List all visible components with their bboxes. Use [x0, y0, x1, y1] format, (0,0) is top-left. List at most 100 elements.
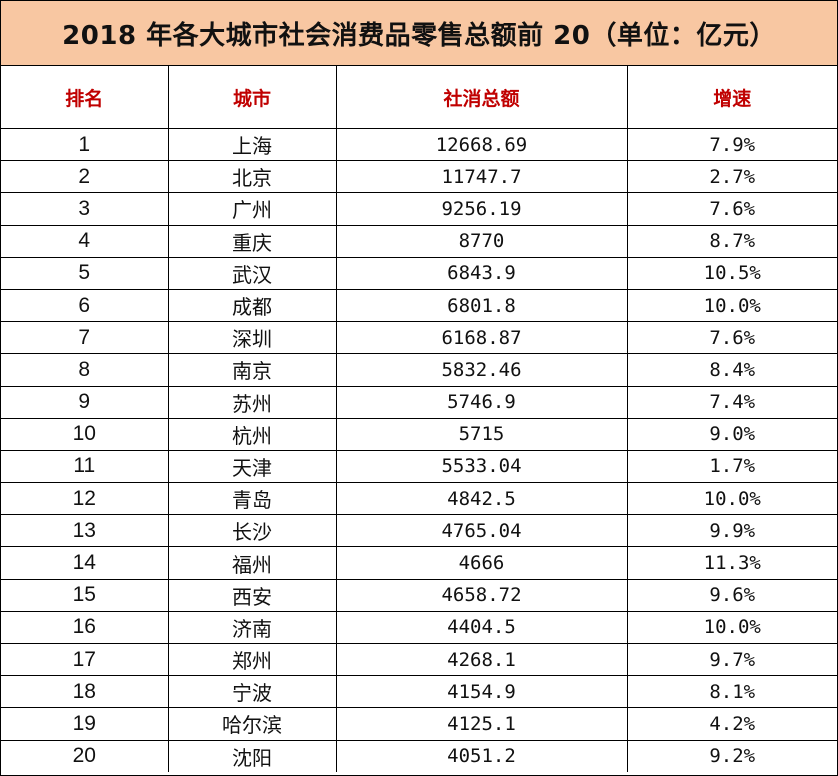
total-cell: 11747.7 — [335, 160, 628, 194]
total-cell: 6843.9 — [335, 256, 628, 290]
growth-cell: 7.6% — [626, 192, 837, 226]
growth-cell: 2.7% — [626, 160, 837, 194]
city-cell: 长沙 — [167, 514, 337, 548]
rank-cell: 18 — [1, 675, 169, 709]
table-row: 15 西安 4658.72 9.6% — [1, 578, 837, 612]
rank-cell: 6 — [1, 288, 169, 323]
table-row: 10 杭州 5715 9.0% — [1, 417, 837, 451]
city-cell: 宁波 — [167, 675, 337, 709]
rank-cell: 4 — [1, 224, 169, 258]
city-cell: 南京 — [167, 353, 337, 387]
city-cell: 重庆 — [167, 224, 337, 258]
header-city: 城市 — [167, 66, 337, 129]
growth-cell: 10.0% — [626, 482, 837, 516]
table-row: 12 青岛 4842.5 10.0% — [1, 482, 837, 516]
city-cell: 天津 — [167, 449, 337, 484]
growth-cell: 8.1% — [626, 675, 837, 709]
city-cell: 福州 — [167, 546, 337, 580]
total-cell: 5832.46 — [335, 353, 628, 387]
table-row: 7 深圳 6168.87 7.6% — [1, 321, 837, 355]
header-rank: 排名 — [1, 66, 169, 129]
growth-cell: 7.9% — [626, 127, 837, 162]
city-cell: 西安 — [167, 578, 337, 612]
rank-cell: 13 — [1, 514, 169, 548]
total-cell: 6801.8 — [335, 288, 628, 323]
total-cell: 4666 — [335, 546, 628, 580]
rank-cell: 10 — [1, 417, 169, 451]
table-row: 19 哈尔滨 4125.1 4.2% — [1, 707, 837, 741]
table-row: 14 福州 4666 11.3% — [1, 546, 837, 580]
growth-cell: 10.0% — [626, 288, 837, 323]
rank-cell: 3 — [1, 192, 169, 226]
total-cell: 4404.5 — [335, 610, 628, 645]
table-row: 4 重庆 8770 8.7% — [1, 224, 837, 258]
header-row: 排名 城市 社消总额 增速 — [1, 66, 837, 129]
city-cell: 沈阳 — [167, 739, 337, 772]
city-cell: 北京 — [167, 160, 337, 194]
rank-cell: 2 — [1, 160, 169, 194]
growth-cell: 8.4% — [626, 353, 837, 387]
growth-cell: 7.4% — [626, 385, 837, 419]
total-cell: 4268.1 — [335, 642, 628, 677]
table-title: 2018 年各大城市社会消费品零售总额前 20（单位：亿元） — [1, 1, 837, 66]
total-cell: 5715 — [335, 417, 628, 451]
rank-cell: 16 — [1, 610, 169, 645]
table-row: 9 苏州 5746.9 7.4% — [1, 385, 837, 419]
total-cell: 5746.9 — [335, 385, 628, 419]
total-cell: 4765.04 — [335, 514, 628, 548]
city-cell: 成都 — [167, 288, 337, 323]
total-cell: 8770 — [335, 224, 628, 258]
table-row: 5 武汉 6843.9 10.5% — [1, 256, 837, 290]
growth-cell: 10.0% — [626, 610, 837, 645]
total-cell: 12668.69 — [335, 127, 628, 162]
city-cell: 青岛 — [167, 482, 337, 516]
rank-cell: 15 — [1, 578, 169, 612]
growth-cell: 11.3% — [626, 546, 837, 580]
growth-cell: 9.6% — [626, 578, 837, 612]
rank-cell: 14 — [1, 546, 169, 580]
table-row: 16 济南 4404.5 10.0% — [1, 610, 837, 645]
growth-cell: 9.7% — [626, 642, 837, 677]
header-growth: 增速 — [626, 66, 837, 129]
total-cell: 4658.72 — [335, 578, 628, 612]
city-cell: 武汉 — [167, 256, 337, 290]
city-cell: 深圳 — [167, 321, 337, 355]
city-cell: 杭州 — [167, 417, 337, 451]
rank-cell: 17 — [1, 642, 169, 677]
city-cell: 哈尔滨 — [167, 707, 337, 741]
total-cell: 4051.2 — [335, 739, 628, 772]
rank-cell: 8 — [1, 353, 169, 387]
rank-cell: 20 — [1, 739, 169, 772]
table-row: 1 上海 12668.69 7.9% — [1, 127, 837, 162]
total-cell: 5533.04 — [335, 449, 628, 484]
header-total: 社消总额 — [335, 66, 628, 129]
city-cell: 苏州 — [167, 385, 337, 419]
total-cell: 4125.1 — [335, 707, 628, 741]
table-row: 13 长沙 4765.04 9.9% — [1, 514, 837, 548]
ranking-table: 排名 城市 社消总额 增速 1 上海 12668.69 7.9% 2 北京 11747.7 2… — [1, 66, 837, 772]
total-cell: 6168.87 — [335, 321, 628, 355]
rank-cell: 9 — [1, 385, 169, 419]
total-cell: 4154.9 — [335, 675, 628, 709]
city-cell: 上海 — [167, 127, 337, 162]
table-row: 8 南京 5832.46 8.4% — [1, 353, 837, 387]
growth-cell: 9.2% — [626, 739, 837, 772]
growth-cell: 1.7% — [626, 449, 837, 484]
table-row: 11 天津 5533.04 1.7% — [1, 449, 837, 484]
rank-cell: 1 — [1, 127, 169, 162]
rank-cell: 7 — [1, 321, 169, 355]
table-row: 3 广州 9256.19 7.6% — [1, 192, 837, 226]
table-row: 18 宁波 4154.9 8.1% — [1, 675, 837, 709]
table-row: 6 成都 6801.8 10.0% — [1, 288, 837, 323]
growth-cell: 8.7% — [626, 224, 837, 258]
rank-cell: 19 — [1, 707, 169, 741]
rank-cell: 11 — [1, 449, 169, 484]
total-cell: 9256.19 — [335, 192, 628, 226]
city-cell: 济南 — [167, 610, 337, 645]
total-cell: 4842.5 — [335, 482, 628, 516]
growth-cell: 4.2% — [626, 707, 837, 741]
rank-cell: 5 — [1, 256, 169, 290]
growth-cell: 9.9% — [626, 514, 837, 548]
rank-cell: 12 — [1, 482, 169, 516]
